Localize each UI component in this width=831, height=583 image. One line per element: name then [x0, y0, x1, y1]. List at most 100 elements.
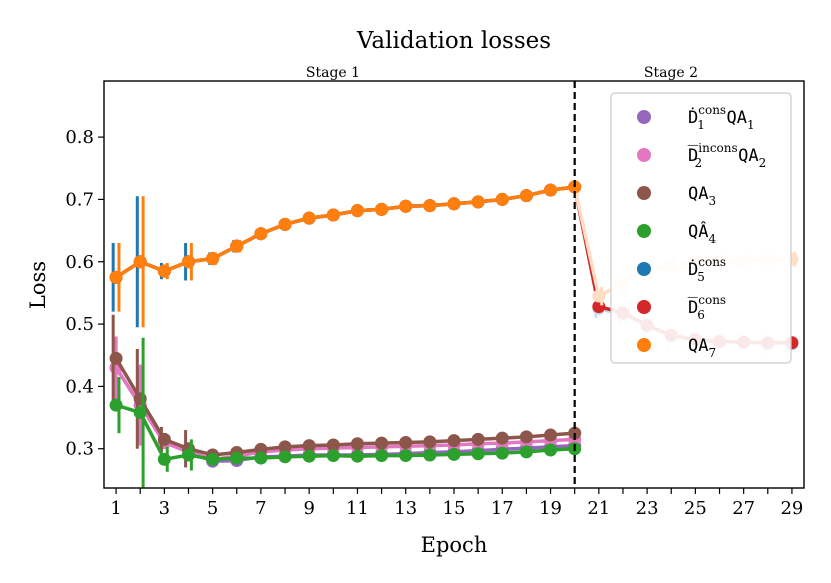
y-tick-label: 0.6	[65, 252, 94, 273]
series-4-point	[375, 449, 389, 463]
x-tick-label: 3	[159, 498, 170, 519]
series-4-point	[544, 443, 558, 457]
series-3-point	[133, 392, 147, 406]
x-tick-label: 19	[539, 498, 562, 519]
series-4-line-segment	[138, 410, 167, 462]
x-axis-label: Epoch	[421, 533, 488, 557]
legend-box	[610, 92, 792, 364]
legend-marker	[637, 300, 651, 314]
series-7-point	[399, 199, 413, 213]
series-3-point	[423, 435, 437, 449]
series-7-point	[375, 202, 389, 216]
series-7-point	[519, 189, 533, 203]
x-tick-label: 21	[587, 498, 610, 519]
legend-entry-label: QÂ4	[688, 220, 716, 246]
x-tick-label: 5	[207, 498, 218, 519]
series-4-point	[181, 448, 195, 462]
series-4-point	[157, 452, 171, 466]
legend-marker	[637, 110, 651, 124]
series-4-point	[471, 447, 485, 461]
legend-entry-label: QA7	[688, 336, 716, 360]
series-7-point	[109, 270, 123, 284]
series-3-point	[326, 438, 340, 452]
y-tick-label: 0.7	[65, 189, 94, 210]
series-4-point	[254, 451, 268, 465]
series-7-point	[302, 211, 316, 225]
legend-marker	[637, 262, 651, 276]
series-4-point	[302, 449, 316, 463]
series-3-point	[350, 437, 364, 451]
series-7-point	[181, 255, 195, 269]
axes: 1 3 5 7 9 11 13 15 17 19 21 23 25 27 290.30.40.50.60.7…	[65, 81, 803, 519]
series-3-point	[399, 436, 413, 450]
legend: Ḋcons 1 QA1 D̅incons 2 QA2 QA3 QÂ4 Ḋcons 5 D̅cons 6…	[610, 92, 792, 364]
series-7-point	[423, 199, 437, 213]
series-7-point	[278, 217, 292, 231]
series-3-point	[544, 428, 558, 442]
series-7-point	[157, 264, 171, 278]
legend-entry-label: Ḋcons 1 QA1	[688, 103, 755, 132]
legend-entry-label: D̅cons 6	[688, 293, 727, 322]
series-3-point	[302, 439, 316, 453]
series-4-point	[495, 446, 509, 460]
x-tick-label: 1	[110, 498, 121, 519]
y-tick-label: 0.4	[65, 376, 94, 397]
series-4-point	[206, 452, 220, 466]
x-tick-label: 17	[491, 498, 514, 519]
series-4-point	[230, 451, 244, 465]
x-tick-label: 23	[636, 498, 659, 519]
series-3-point	[157, 432, 171, 446]
series-3-point	[375, 436, 389, 450]
series-3-point	[471, 432, 485, 446]
series-7-point	[471, 195, 485, 209]
series-7-point	[206, 252, 220, 266]
x-tick-label: 27	[732, 498, 755, 519]
series-4	[109, 337, 582, 488]
series-7-point	[230, 239, 244, 253]
y-tick-label: 0.5	[65, 314, 94, 335]
series-7-point	[592, 289, 606, 303]
series-4-point	[109, 398, 123, 412]
y-tick-label: 0.3	[65, 439, 94, 460]
stage-1-label: Stage 1	[306, 65, 360, 81]
series-4-point	[326, 449, 340, 463]
legend-marker	[637, 148, 651, 162]
x-tick-label: 13	[394, 498, 417, 519]
x-tick-label: 25	[684, 498, 707, 519]
series-3-point	[109, 351, 123, 365]
series-7-point	[133, 255, 147, 269]
legend-marker	[637, 338, 651, 352]
series-3-point	[278, 440, 292, 454]
series-4-point	[133, 406, 147, 420]
legend-marker	[637, 186, 651, 200]
series-7-line-segment	[572, 185, 601, 298]
series-3-point	[495, 431, 509, 445]
y-tick-label: 0.8	[65, 127, 94, 148]
series-4-point	[447, 447, 461, 461]
x-tick-label: 11	[346, 498, 369, 519]
series-4-point	[350, 449, 364, 463]
series-3-line-segment	[114, 356, 142, 401]
series-7-point	[495, 192, 509, 206]
series-7-point	[326, 208, 340, 222]
legend-entry-label: D̅incons 2 QA2	[688, 141, 767, 170]
stage-2-label: Stage 2	[644, 65, 698, 81]
x-tick-label: 29	[780, 498, 803, 519]
series-4-point	[519, 445, 533, 459]
x-tick-label: 7	[255, 498, 266, 519]
series-7-point	[447, 197, 461, 211]
series-4-point	[399, 449, 413, 463]
chart-title: Validation losses	[356, 28, 551, 54]
series-4-point	[423, 448, 437, 462]
x-tick-label: 15	[443, 498, 466, 519]
series-3-point	[519, 430, 533, 444]
series-4-point	[278, 450, 292, 464]
series-7-point	[544, 183, 558, 197]
series-3-point	[447, 434, 461, 448]
x-tick-label: 9	[303, 498, 314, 519]
legend-entry-label: Ḋcons 5	[688, 255, 726, 284]
legend-entry-label: QA3	[688, 184, 716, 208]
series-7-point	[254, 227, 268, 241]
series-7-point	[350, 204, 364, 218]
